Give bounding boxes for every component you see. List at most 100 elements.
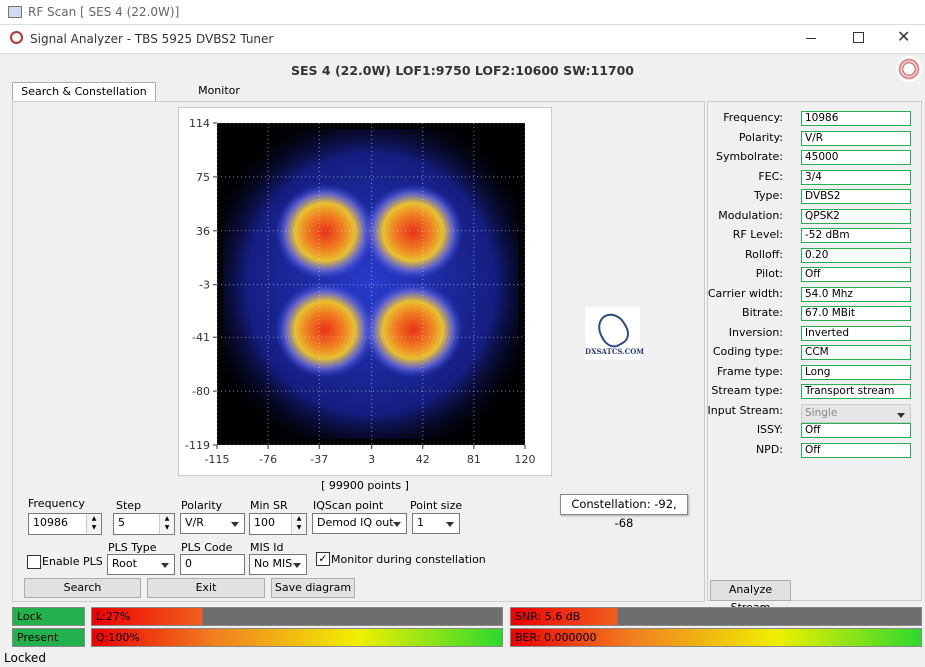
cluster xyxy=(275,184,375,280)
label: PLS Code xyxy=(181,541,233,554)
info-label: Pilot: xyxy=(755,267,783,280)
points-label: [ 99900 points ] xyxy=(321,479,409,492)
mis-id-select[interactable]: No MIS xyxy=(249,554,307,575)
info-value: QPSK2 xyxy=(801,208,911,224)
info-label: Frame type: xyxy=(716,364,783,378)
scatter-haze xyxy=(223,129,519,439)
x-tick-label: 42 xyxy=(416,453,430,466)
info-label: Frequency: xyxy=(723,111,783,124)
info-panel xyxy=(707,101,922,601)
label: Step xyxy=(116,499,142,512)
bar-text: L:27% xyxy=(96,610,131,623)
info-value: 3/4 xyxy=(801,169,911,185)
pls-type-select[interactable]: Root xyxy=(107,554,175,575)
window-titlebar: Signal Analyzer - TBS 5925 DVBS2 Tuner ✕ xyxy=(0,25,925,53)
bar-text: BER: 0.000000 xyxy=(515,631,597,644)
info-label: Bitrate: xyxy=(742,306,783,319)
spinner[interactable]: ▲ ▼ xyxy=(159,514,174,534)
bar-text: SNR: 5.6 dB xyxy=(515,610,581,623)
info-label: Rolloff: xyxy=(744,247,783,261)
label: Min SR xyxy=(250,499,288,512)
info-value: 67.0 MBit xyxy=(801,306,911,321)
info-value: 0.20 xyxy=(801,247,911,263)
label: IQScan point xyxy=(313,499,384,512)
constellation-plot: 114 75 36 -3 -41 -80 -119-115 -76 -37 3 42 81 120 xyxy=(178,107,552,476)
polarity-select[interactable]: V/R xyxy=(180,513,245,534)
select-value: No MIS xyxy=(254,557,293,570)
select-value: Root xyxy=(112,557,137,570)
info-label: Type: xyxy=(754,189,783,202)
level-bar: L:27% xyxy=(91,607,503,626)
enable-pls-checkbox[interactable] xyxy=(27,555,41,569)
min-sr-input[interactable]: 100 ▲ ▼ xyxy=(249,513,307,535)
minimize-button[interactable] xyxy=(806,38,816,39)
info-value: Off xyxy=(801,423,911,438)
label: Polarity xyxy=(181,499,223,512)
info-value: 10986 xyxy=(801,111,911,126)
info-label: Input Stream: xyxy=(707,403,784,417)
info-value: 54.0 Mhz xyxy=(801,286,911,302)
dish-icon xyxy=(592,308,634,352)
info-label: Symbolrate: xyxy=(715,150,783,163)
y-tick-label: -80 xyxy=(192,385,210,398)
search-button[interactable]: Search xyxy=(24,578,141,598)
lock-indicator: Lock xyxy=(12,607,85,626)
tab[interactable]: Monitor xyxy=(198,84,240,97)
spinner[interactable]: ▲ ▼ xyxy=(86,514,101,534)
label: Point size xyxy=(410,499,463,512)
select-value: Demod IQ out xyxy=(317,516,394,529)
maximize-button[interactable] xyxy=(853,32,864,43)
window-title: Signal Analyzer - TBS 5925 DVBS2 Tuner xyxy=(30,32,274,46)
exit-button[interactable]: Exit xyxy=(147,578,265,598)
analyze-stream-button[interactable]: Analyze Stream xyxy=(710,580,791,614)
y-tick-label: -3 xyxy=(199,279,210,292)
point-size-select[interactable]: 1 xyxy=(412,513,460,534)
pls-code-input[interactable]: 0 xyxy=(180,554,245,575)
info-label: RF Level: xyxy=(732,228,783,241)
info-value: DVBS2 xyxy=(801,189,911,204)
tab-panel xyxy=(12,101,705,602)
quality-bar: Q:100% xyxy=(91,628,503,647)
cluster xyxy=(363,282,463,378)
label: Enable PLS xyxy=(42,555,103,568)
y-tick-label: 114 xyxy=(189,117,210,130)
x-tick-label: -115 xyxy=(205,453,230,466)
x-tick-label: -37 xyxy=(310,453,328,466)
input-value: 100 xyxy=(254,516,275,529)
info-label: ISSY: xyxy=(756,423,783,436)
info-label: Coding type: xyxy=(712,345,783,358)
select-value: 1 xyxy=(417,516,424,529)
indicator-text: Lock xyxy=(17,610,43,623)
input-value: 5 xyxy=(118,516,125,529)
x-tick-label: 81 xyxy=(467,453,481,466)
monitor-checkbox[interactable]: ✓ xyxy=(316,552,330,566)
spinner[interactable]: ▲ ▼ xyxy=(291,514,306,534)
label: Monitor during constellation xyxy=(331,553,486,566)
info-value: Single xyxy=(801,403,911,423)
indicator-text: Present xyxy=(17,631,59,644)
info-label: NPD: xyxy=(755,442,783,456)
info-label: Modulation: xyxy=(718,208,783,222)
bar-text: Q:100% xyxy=(96,631,140,644)
x-tick-label: 3 xyxy=(368,453,375,466)
info-value: Transport stream xyxy=(801,384,911,399)
close-button[interactable]: ✕ xyxy=(897,27,911,46)
input-value: 0 xyxy=(185,557,192,570)
watermark-logo: DXSATCS.COM xyxy=(585,307,645,360)
outer-title: RF Scan [ SES 4 (22.0W)] xyxy=(28,5,180,19)
save-diagram-button[interactable]: Save diagram xyxy=(271,578,355,598)
corner-logo xyxy=(896,56,922,82)
info-label: Polarity: xyxy=(738,130,783,144)
y-tick-label: 75 xyxy=(196,171,210,184)
header-title: SES 4 (22.0W) LOF1:9750 LOF2:10600 SW:11… xyxy=(291,63,634,78)
step-input[interactable]: 5 ▲ ▼ xyxy=(113,513,175,535)
status-text: Locked xyxy=(4,651,46,665)
logo-text: DXSATCS.COM xyxy=(585,347,645,356)
iqscan-select[interactable]: Demod IQ out xyxy=(312,513,407,534)
label: MIS Id xyxy=(250,541,284,554)
tab-active[interactable]: Search & Constellation xyxy=(12,82,156,102)
select-value: V/R xyxy=(185,516,204,529)
y-tick-label: 36 xyxy=(196,225,210,238)
frequency-input[interactable]: 10986 ▲ ▼ xyxy=(28,513,102,535)
